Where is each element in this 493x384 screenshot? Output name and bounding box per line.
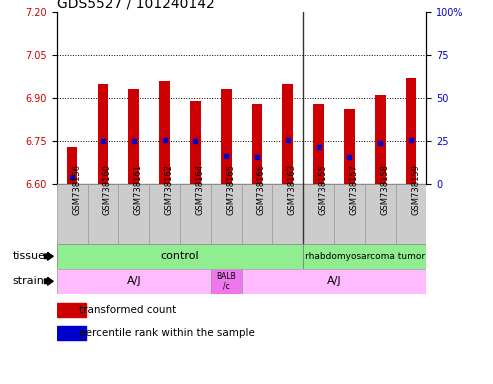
Bar bbox=[303, 244, 426, 269]
Text: GSM738156: GSM738156 bbox=[72, 164, 81, 215]
Bar bbox=[67, 147, 77, 184]
Bar bbox=[313, 104, 324, 184]
Text: tissue: tissue bbox=[12, 251, 45, 262]
Text: GSM738166: GSM738166 bbox=[257, 164, 266, 215]
Point bbox=[99, 138, 107, 144]
Bar bbox=[242, 184, 272, 244]
Text: GSM738155: GSM738155 bbox=[318, 164, 328, 215]
Text: GSM738160: GSM738160 bbox=[103, 164, 112, 215]
Text: BALB
/c: BALB /c bbox=[216, 271, 236, 291]
Text: GSM738164: GSM738164 bbox=[195, 164, 205, 215]
Bar bbox=[57, 244, 303, 269]
Point bbox=[253, 154, 261, 160]
Bar bbox=[365, 184, 395, 244]
Text: GSM738158: GSM738158 bbox=[380, 164, 389, 215]
Bar bbox=[98, 83, 108, 184]
Text: GSM738161: GSM738161 bbox=[134, 164, 143, 215]
Text: GSM738159: GSM738159 bbox=[411, 164, 420, 215]
Text: transformed count: transformed count bbox=[79, 305, 176, 315]
Bar bbox=[221, 89, 232, 184]
Bar bbox=[242, 269, 426, 294]
Bar bbox=[282, 83, 293, 184]
Bar bbox=[375, 95, 386, 184]
Point bbox=[315, 144, 322, 150]
Text: A/J: A/J bbox=[327, 276, 341, 286]
Text: control: control bbox=[161, 251, 199, 262]
Bar bbox=[344, 109, 355, 184]
Point bbox=[376, 139, 384, 146]
Bar bbox=[251, 104, 262, 184]
Text: GSM738163: GSM738163 bbox=[288, 164, 297, 215]
Text: GDS5527 / 101240142: GDS5527 / 101240142 bbox=[57, 0, 214, 10]
Bar bbox=[303, 184, 334, 244]
Bar bbox=[180, 184, 211, 244]
Point bbox=[161, 137, 169, 143]
Bar bbox=[211, 184, 242, 244]
Text: GSM738157: GSM738157 bbox=[350, 164, 358, 215]
Bar bbox=[118, 184, 149, 244]
Text: GSM738165: GSM738165 bbox=[226, 164, 235, 215]
Bar bbox=[57, 326, 86, 340]
Bar bbox=[159, 81, 170, 184]
Bar bbox=[149, 184, 180, 244]
Bar bbox=[57, 269, 211, 294]
Bar bbox=[190, 101, 201, 184]
Bar bbox=[406, 78, 417, 184]
Text: percentile rank within the sample: percentile rank within the sample bbox=[79, 328, 255, 338]
Bar bbox=[128, 89, 139, 184]
Text: A/J: A/J bbox=[126, 276, 141, 286]
Text: strain: strain bbox=[12, 276, 44, 286]
Point bbox=[222, 152, 230, 159]
Bar bbox=[395, 184, 426, 244]
Bar bbox=[57, 184, 88, 244]
Bar bbox=[211, 269, 242, 294]
Text: GSM738162: GSM738162 bbox=[165, 164, 174, 215]
Point bbox=[407, 137, 415, 143]
Bar bbox=[272, 184, 303, 244]
Point bbox=[346, 154, 353, 160]
Bar bbox=[57, 303, 86, 317]
Point bbox=[284, 137, 292, 143]
Point bbox=[130, 138, 138, 144]
Bar bbox=[88, 184, 118, 244]
Bar bbox=[334, 184, 365, 244]
Point bbox=[191, 138, 199, 144]
Point bbox=[68, 174, 76, 180]
Text: rhabdomyosarcoma tumor: rhabdomyosarcoma tumor bbox=[305, 252, 425, 261]
